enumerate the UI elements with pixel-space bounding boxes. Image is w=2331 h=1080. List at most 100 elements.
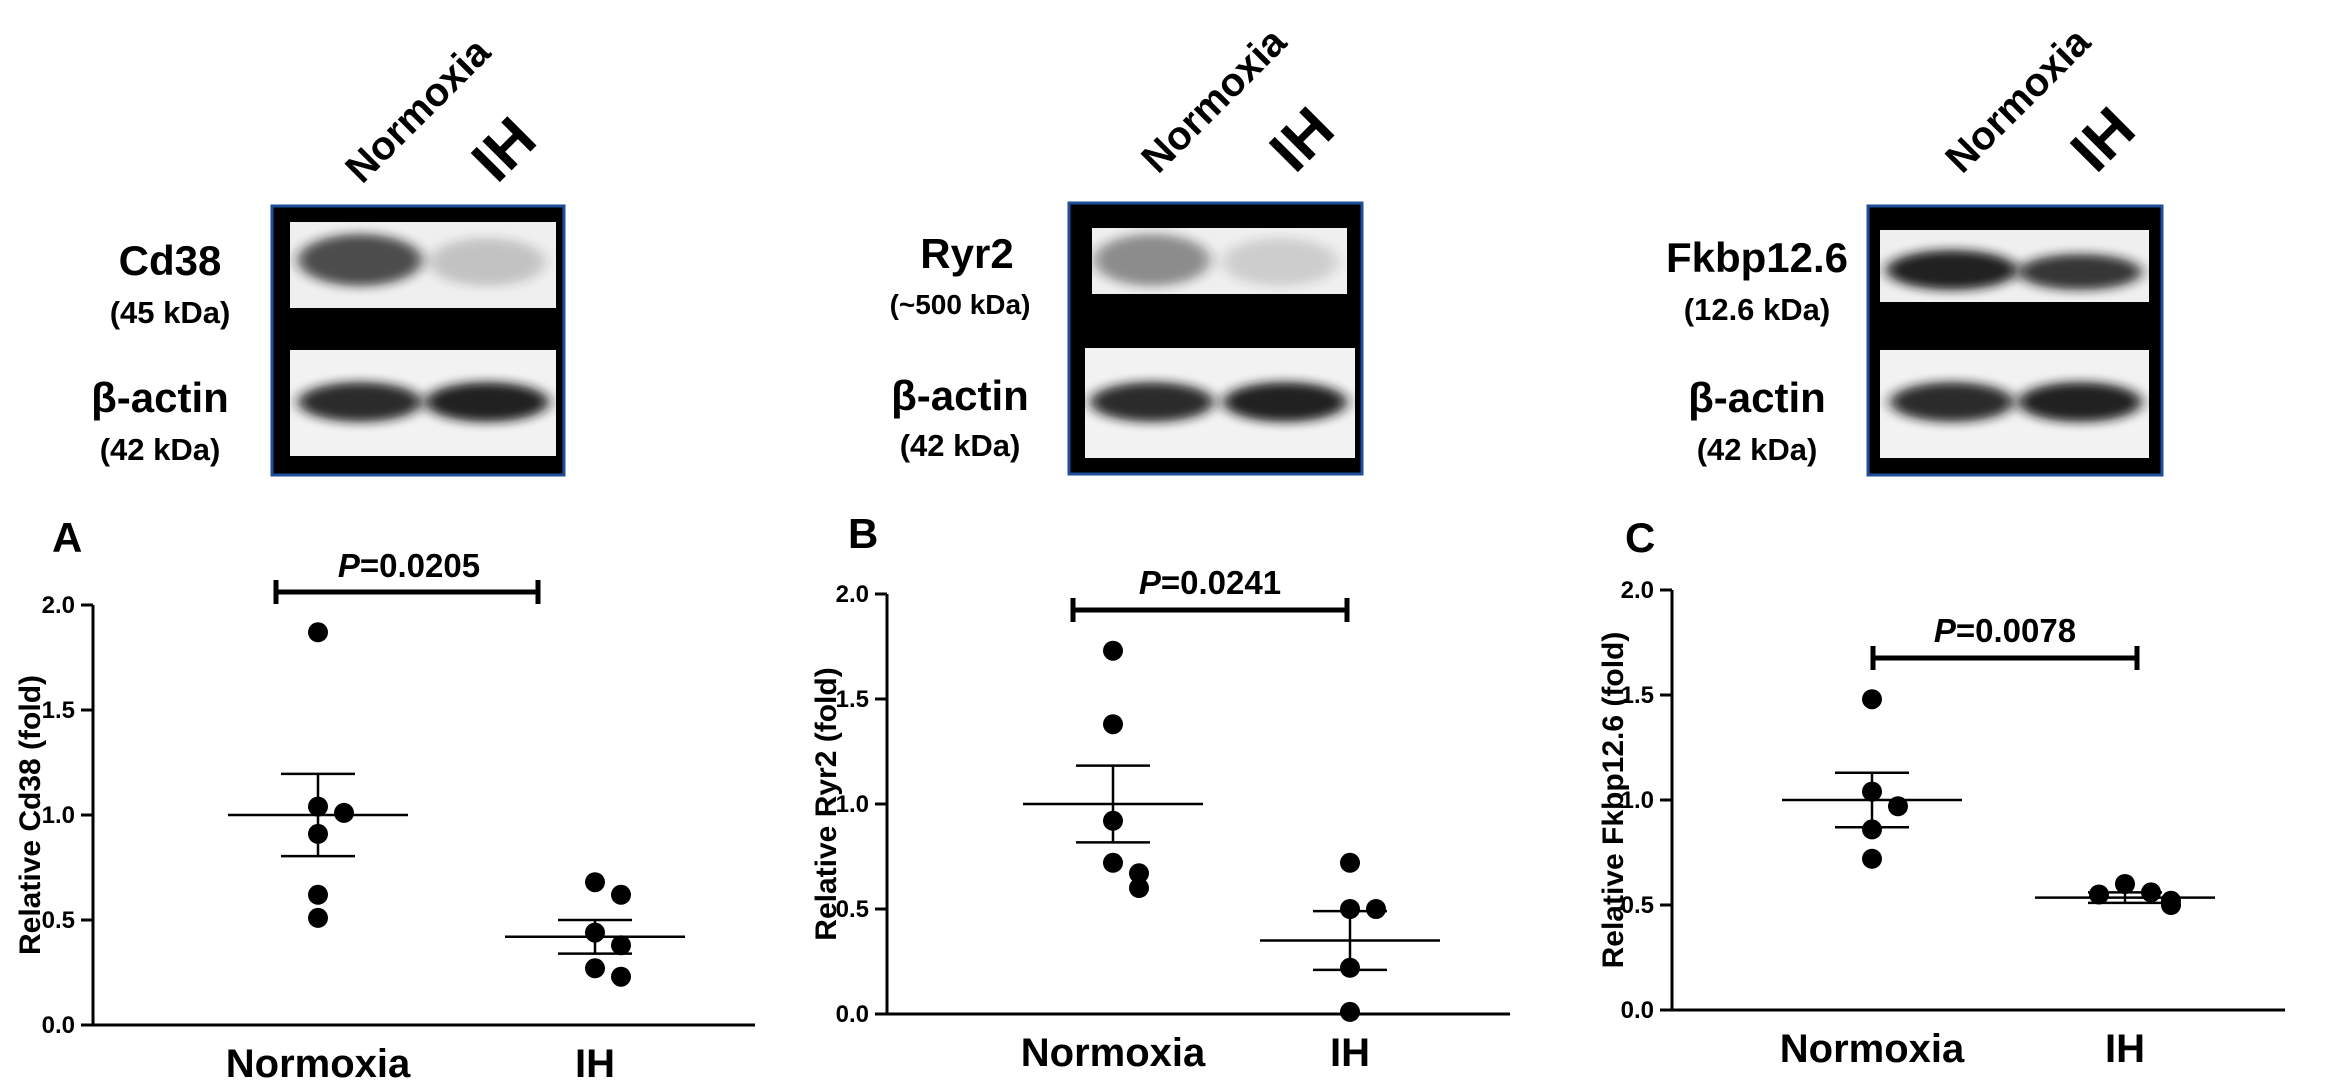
y-tick-label: 0.5 <box>42 907 75 934</box>
target-protein-label: Cd38 <box>119 237 222 284</box>
y-tick-label: 1.0 <box>836 791 869 818</box>
x-category-label: IH <box>1330 1031 1370 1075</box>
data-point <box>585 958 605 979</box>
western-blot <box>1067 201 1364 476</box>
target-band-ih <box>2018 254 2142 290</box>
data-point <box>611 935 631 956</box>
y-tick-label: 2.0 <box>1621 577 1654 604</box>
data-point <box>1340 957 1360 978</box>
target-size-label: (12.6 kDa) <box>1684 292 1830 327</box>
data-point <box>1129 878 1149 898</box>
data-point <box>308 884 328 905</box>
data-point <box>308 823 328 844</box>
lane-label-normoxia: Normoxia <box>337 29 499 191</box>
scatter-chart-fkbp12-6: 0.0 0.5 1.0 1.5 2.0 Relative Fkbp12.6 (fold) N… <box>1597 577 2285 1071</box>
target-band-normoxia <box>298 234 422 286</box>
scatter-chart-cd38: 0.0 0.5 1.0 1.5 2.0 Relative Cd38 (fold) Normo… <box>14 592 755 1080</box>
y-tick-label: 1.5 <box>1621 682 1654 709</box>
p-value-label: P=0.0205 <box>338 547 480 584</box>
control-protein-label: β-actin <box>1688 374 1826 421</box>
data-point <box>1862 781 1882 802</box>
control-band-ih <box>1223 382 1347 422</box>
x-category-label: IH <box>575 1042 615 1080</box>
y-axis-label: Relative Cd38 (fold) <box>14 675 47 955</box>
data-point <box>1862 848 1882 869</box>
data-point <box>1340 1001 1360 1022</box>
lane-label-ih: IH <box>1257 94 1347 184</box>
data-point <box>2141 882 2161 903</box>
control-size-label: (42 kDa) <box>900 428 1021 463</box>
y-axis-label: Relative Fkbp12.6 (fold) <box>1597 632 1630 969</box>
target-size-label: (~500 kDa) <box>890 289 1031 320</box>
y-tick-label: 0.5 <box>836 896 869 923</box>
lane-label-normoxia: Normoxia <box>1133 19 1295 181</box>
target-protein-label: Ryr2 <box>920 230 1013 277</box>
data-point <box>611 884 631 905</box>
data-point <box>1340 852 1360 873</box>
control-band-normoxia <box>298 382 422 422</box>
data-point <box>2089 884 2109 905</box>
western-blot <box>1866 204 2164 477</box>
x-category-label: Normoxia <box>1780 1027 1965 1071</box>
control-size-label: (42 kDa) <box>1697 432 1818 467</box>
target-size-label: (45 kDa) <box>110 295 231 330</box>
significance-bracket <box>1870 646 2140 670</box>
p-value-label: P=0.0078 <box>1934 612 2076 649</box>
panel-letter: C <box>1625 514 1655 561</box>
lane-label-ih: IH <box>459 104 549 194</box>
control-band-normoxia <box>1090 382 1214 422</box>
lane-label-ih: IH <box>2058 94 2148 184</box>
significance-bracket <box>273 580 541 604</box>
data-point <box>1340 899 1360 919</box>
data-point <box>1103 852 1123 873</box>
data-point <box>1103 714 1123 735</box>
control-size-label: (42 kDa) <box>100 432 221 467</box>
data-point <box>2161 895 2181 915</box>
control-band-normoxia <box>1890 382 2014 422</box>
y-tick-label: 2.0 <box>42 592 75 619</box>
western-blot <box>270 204 566 477</box>
y-axis-label: Relative Ryr2 (fold) <box>810 667 843 940</box>
target-band-ih <box>1222 238 1338 286</box>
control-band-ih <box>425 382 549 422</box>
y-tick-label: 1.5 <box>836 686 869 713</box>
y-tick-label: 2.0 <box>836 581 869 608</box>
p-value-label: P=0.0241 <box>1139 564 1281 601</box>
target-protein-label: Fkbp12.6 <box>1666 234 1848 281</box>
data-point <box>585 922 605 943</box>
x-category-label: Normoxia <box>226 1042 411 1080</box>
control-protein-label: β-actin <box>91 374 229 421</box>
data-point <box>1103 640 1123 661</box>
panel-a: Normoxia IH Cd38 (45 kDa) β-actin (42 kD… <box>14 29 755 1080</box>
data-point <box>1103 810 1123 831</box>
panel-c: Normoxia IH Fkbp12.6 (12.6 kDa) β-actin … <box>1597 19 2285 1071</box>
target-band-normoxia <box>1094 234 1210 286</box>
data-point <box>585 872 605 893</box>
y-tick-label: 0.5 <box>1621 892 1654 919</box>
panel-letter: B <box>848 510 878 557</box>
y-tick-label: 1.5 <box>42 697 75 724</box>
x-category-label: IH <box>2105 1027 2145 1071</box>
y-tick-label: 1.0 <box>42 802 75 829</box>
data-point <box>308 796 328 817</box>
x-category-label: Normoxia <box>1021 1031 1206 1075</box>
control-band-ih <box>2018 382 2142 422</box>
data-point <box>2115 874 2135 894</box>
data-point <box>1862 819 1882 840</box>
significance-bracket <box>1070 598 1350 622</box>
data-point <box>1366 899 1386 919</box>
lane-label-normoxia: Normoxia <box>1937 19 2099 181</box>
data-point <box>1862 689 1882 710</box>
data-point <box>308 907 328 928</box>
y-tick-label: 0.0 <box>42 1012 75 1039</box>
control-protein-label: β-actin <box>891 372 1029 419</box>
y-tick-label: 0.0 <box>836 1001 869 1028</box>
data-point <box>611 966 631 987</box>
panel-letter: A <box>52 514 82 561</box>
y-tick-label: 1.0 <box>1621 787 1654 814</box>
data-point <box>334 802 354 823</box>
panel-b: Normoxia IH Ryr2 (~500 kDa) β-actin (42 … <box>810 19 1510 1075</box>
data-point <box>1129 863 1149 884</box>
scatter-chart-ryr2: 0.0 0.5 1.0 1.5 2.0 Relative Ryr2 (fold) Normo… <box>810 581 1510 1075</box>
